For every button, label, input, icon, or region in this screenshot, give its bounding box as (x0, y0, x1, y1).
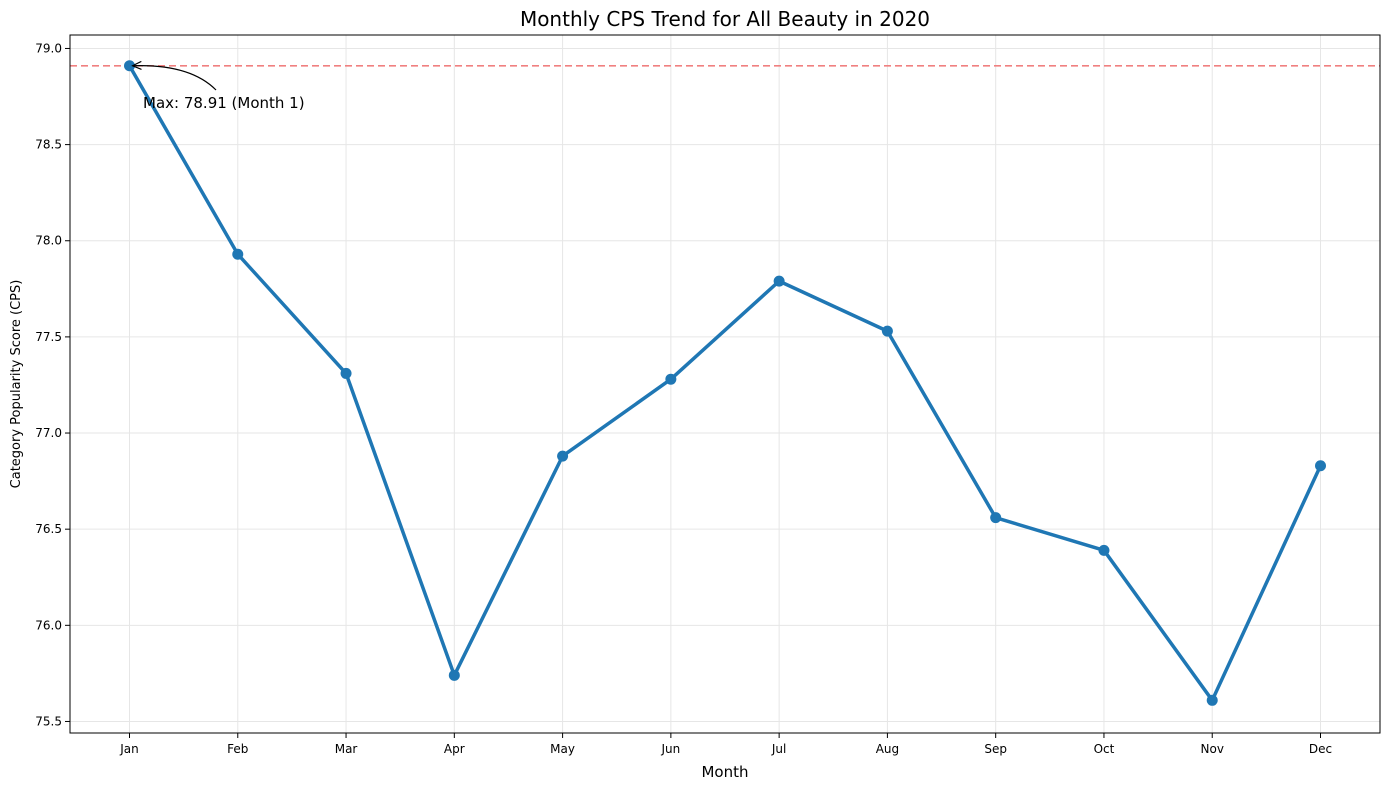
annotation-arrow (133, 66, 217, 91)
data-point (340, 367, 352, 379)
x-axis-label: Month (701, 763, 748, 781)
max-annotation-label: Max: 78.91 (Month 1) (143, 94, 305, 112)
y-tick-label: 76.0 (35, 618, 62, 632)
x-axis-ticks: Jan Feb Mar Apr May Jun Jul Aug Sep Oct Nov Dec (119, 733, 1332, 756)
x-tick-label: Jun (660, 742, 680, 756)
data-point (1098, 544, 1110, 556)
x-tick-label: Jan (119, 742, 139, 756)
chart-title: Monthly CPS Trend for All Beauty in 2020 (520, 7, 930, 31)
y-axis-label: Category Popularity Score (CPS) (9, 280, 24, 489)
x-tick-label: Nov (1201, 742, 1224, 756)
data-point (448, 669, 460, 681)
y-tick-label: 77.0 (35, 426, 62, 440)
data-point (665, 373, 677, 385)
data-point (232, 248, 244, 260)
x-tick-label: Jul (771, 742, 786, 756)
y-tick-label: 75.5 (35, 714, 62, 728)
grid (70, 35, 1380, 733)
data-point (557, 450, 569, 462)
annotation-layer: Max: 78.91 (Month 1) (133, 66, 305, 112)
data-point (1315, 460, 1326, 472)
data-point (1206, 694, 1218, 706)
y-tick-label: 77.5 (35, 330, 62, 344)
y-tick-label: 79.0 (35, 41, 62, 55)
data-point (881, 325, 893, 337)
x-tick-label: Dec (1309, 742, 1332, 756)
x-tick-label: Feb (227, 742, 248, 756)
x-tick-label: Aug (876, 742, 899, 756)
x-tick-label: Mar (335, 742, 358, 756)
data-point (990, 512, 1002, 524)
y-tick-label: 78.5 (35, 138, 62, 152)
x-tick-label: Oct (1094, 742, 1115, 756)
x-tick-label: Apr (444, 742, 465, 756)
x-tick-label: Sep (984, 742, 1007, 756)
y-tick-label: 76.5 (35, 522, 62, 536)
data-point (773, 275, 785, 287)
y-axis-ticks: 75.5 76.0 76.5 77.0 77.5 78.0 78.5 79.0 (35, 41, 70, 728)
x-tick-label: May (550, 742, 575, 756)
series-layer (124, 60, 1326, 706)
series-line (127, 64, 1323, 703)
y-tick-label: 78.0 (35, 234, 62, 248)
plot-area-frame (69, 34, 1381, 734)
